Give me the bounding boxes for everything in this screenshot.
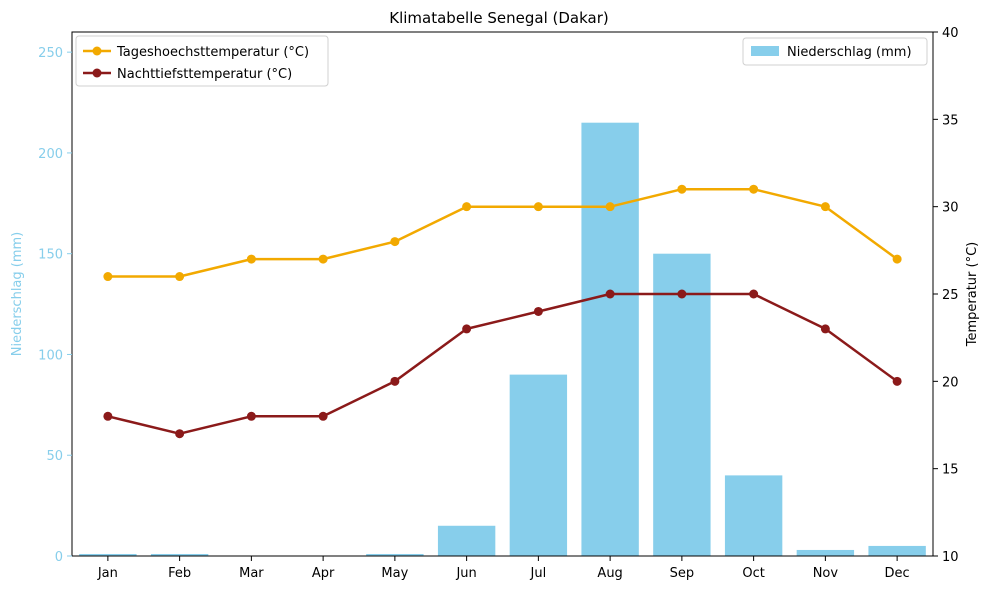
left-tick-label-0: 0: [55, 550, 63, 565]
x-tick-label-jan: Jan: [97, 566, 118, 581]
point-series-1-may: [390, 376, 400, 386]
point-series-1-jan: [103, 411, 113, 421]
x-tick-label-nov: Nov: [813, 566, 839, 581]
right-axis-label: Temperatur (°C): [965, 242, 980, 348]
point-series-0-apr: [318, 254, 328, 264]
bar-oct: [724, 475, 783, 556]
right-tick-label-10: 10: [942, 550, 959, 565]
legend-bar-swatch: [751, 46, 779, 56]
point-series-0-jan: [103, 272, 113, 282]
bar-jul: [509, 374, 568, 556]
x-tick-label-feb: Feb: [168, 566, 191, 581]
legend-marker-high: [92, 46, 102, 56]
bar-aug: [581, 122, 639, 556]
x-tick-label-aug: Aug: [597, 566, 622, 581]
point-series-1-aug: [605, 289, 615, 299]
point-series-1-dec: [892, 376, 902, 386]
line-legend: Tageshoechsttemperatur (°C) Nachttiefstt…: [75, 35, 329, 87]
right-tick-label-30: 30: [942, 201, 959, 216]
point-series-1-feb: [175, 429, 185, 439]
x-tick-label-sep: Sep: [670, 566, 695, 581]
point-series-1-oct: [749, 289, 759, 299]
line-series-1: [107, 292, 898, 435]
x-tick-label-dec: Dec: [885, 566, 910, 581]
x-tick-label-oct: Oct: [742, 566, 764, 581]
x-tick-label-may: May: [381, 566, 408, 581]
point-series-1-jun: [462, 324, 472, 334]
bar-may: [366, 553, 424, 556]
right-tick-label-35: 35: [942, 113, 959, 128]
right-tick-label-15: 15: [942, 463, 959, 478]
x-tick-label-apr: Apr: [312, 566, 335, 581]
left-tick-label-200: 200: [38, 147, 63, 162]
x-tick-label-jun: Jun: [455, 566, 476, 581]
point-series-0-jul: [533, 202, 543, 212]
right-tick-label-25: 25: [942, 288, 959, 303]
lines-layer: [103, 184, 902, 439]
left-tick-label-50: 50: [46, 449, 63, 464]
bar-nov: [796, 549, 855, 556]
legend-label-high: Tageshoechsttemperatur (°C): [116, 45, 309, 60]
left-y-axis: 0 50 100 150 200 250: [38, 46, 72, 565]
bar-feb: [150, 553, 209, 556]
point-series-1-sep: [677, 289, 687, 299]
bar-sep: [653, 253, 711, 556]
legend-marker-low: [92, 68, 102, 78]
point-series-0-may: [390, 237, 400, 247]
point-series-1-nov: [820, 324, 830, 334]
bar-dec: [868, 545, 926, 556]
legend-label-bars: Niederschlag (mm): [787, 45, 912, 60]
point-series-0-nov: [820, 202, 830, 212]
point-series-1-jul: [533, 306, 543, 316]
point-series-0-mar: [246, 254, 256, 264]
bar-jan: [79, 553, 137, 556]
right-tick-label-40: 40: [942, 26, 959, 41]
left-tick-label-150: 150: [38, 248, 63, 263]
point-series-1-apr: [318, 411, 328, 421]
point-series-0-feb: [175, 272, 185, 282]
x-tick-label-mar: Mar: [239, 566, 264, 581]
left-tick-label-250: 250: [38, 46, 63, 61]
x-axis: Jan Feb Mar Apr May Jun Jul Aug Sep Oct Nov Dec: [97, 556, 910, 581]
line-legend-box: [75, 35, 329, 87]
point-series-1-mar: [246, 411, 256, 421]
point-series-0-sep: [677, 184, 687, 194]
bar-legend: Niederschlag (mm): [742, 37, 928, 66]
point-series-0-oct: [749, 184, 759, 194]
right-tick-label-20: 20: [942, 375, 959, 390]
point-series-0-jun: [462, 202, 472, 212]
plot-frame: [71, 31, 934, 557]
right-y-axis: 10 15 20 25 30 35 40: [933, 26, 959, 565]
point-series-0-aug: [605, 202, 615, 212]
point-series-0-dec: [892, 254, 902, 264]
left-axis-label: Niederschlag (mm): [10, 232, 25, 357]
bar-jun: [437, 525, 496, 556]
line-series-0: [107, 187, 898, 278]
left-tick-label-100: 100: [38, 348, 63, 363]
chart-title: Klimatabelle Senegal (Dakar): [389, 9, 609, 27]
bar-legend-box: [742, 37, 928, 66]
bars-layer: [79, 122, 926, 556]
x-tick-label-jul: Jul: [530, 566, 547, 581]
legend-label-low: Nachttiefsttemperatur (°C): [117, 67, 292, 82]
